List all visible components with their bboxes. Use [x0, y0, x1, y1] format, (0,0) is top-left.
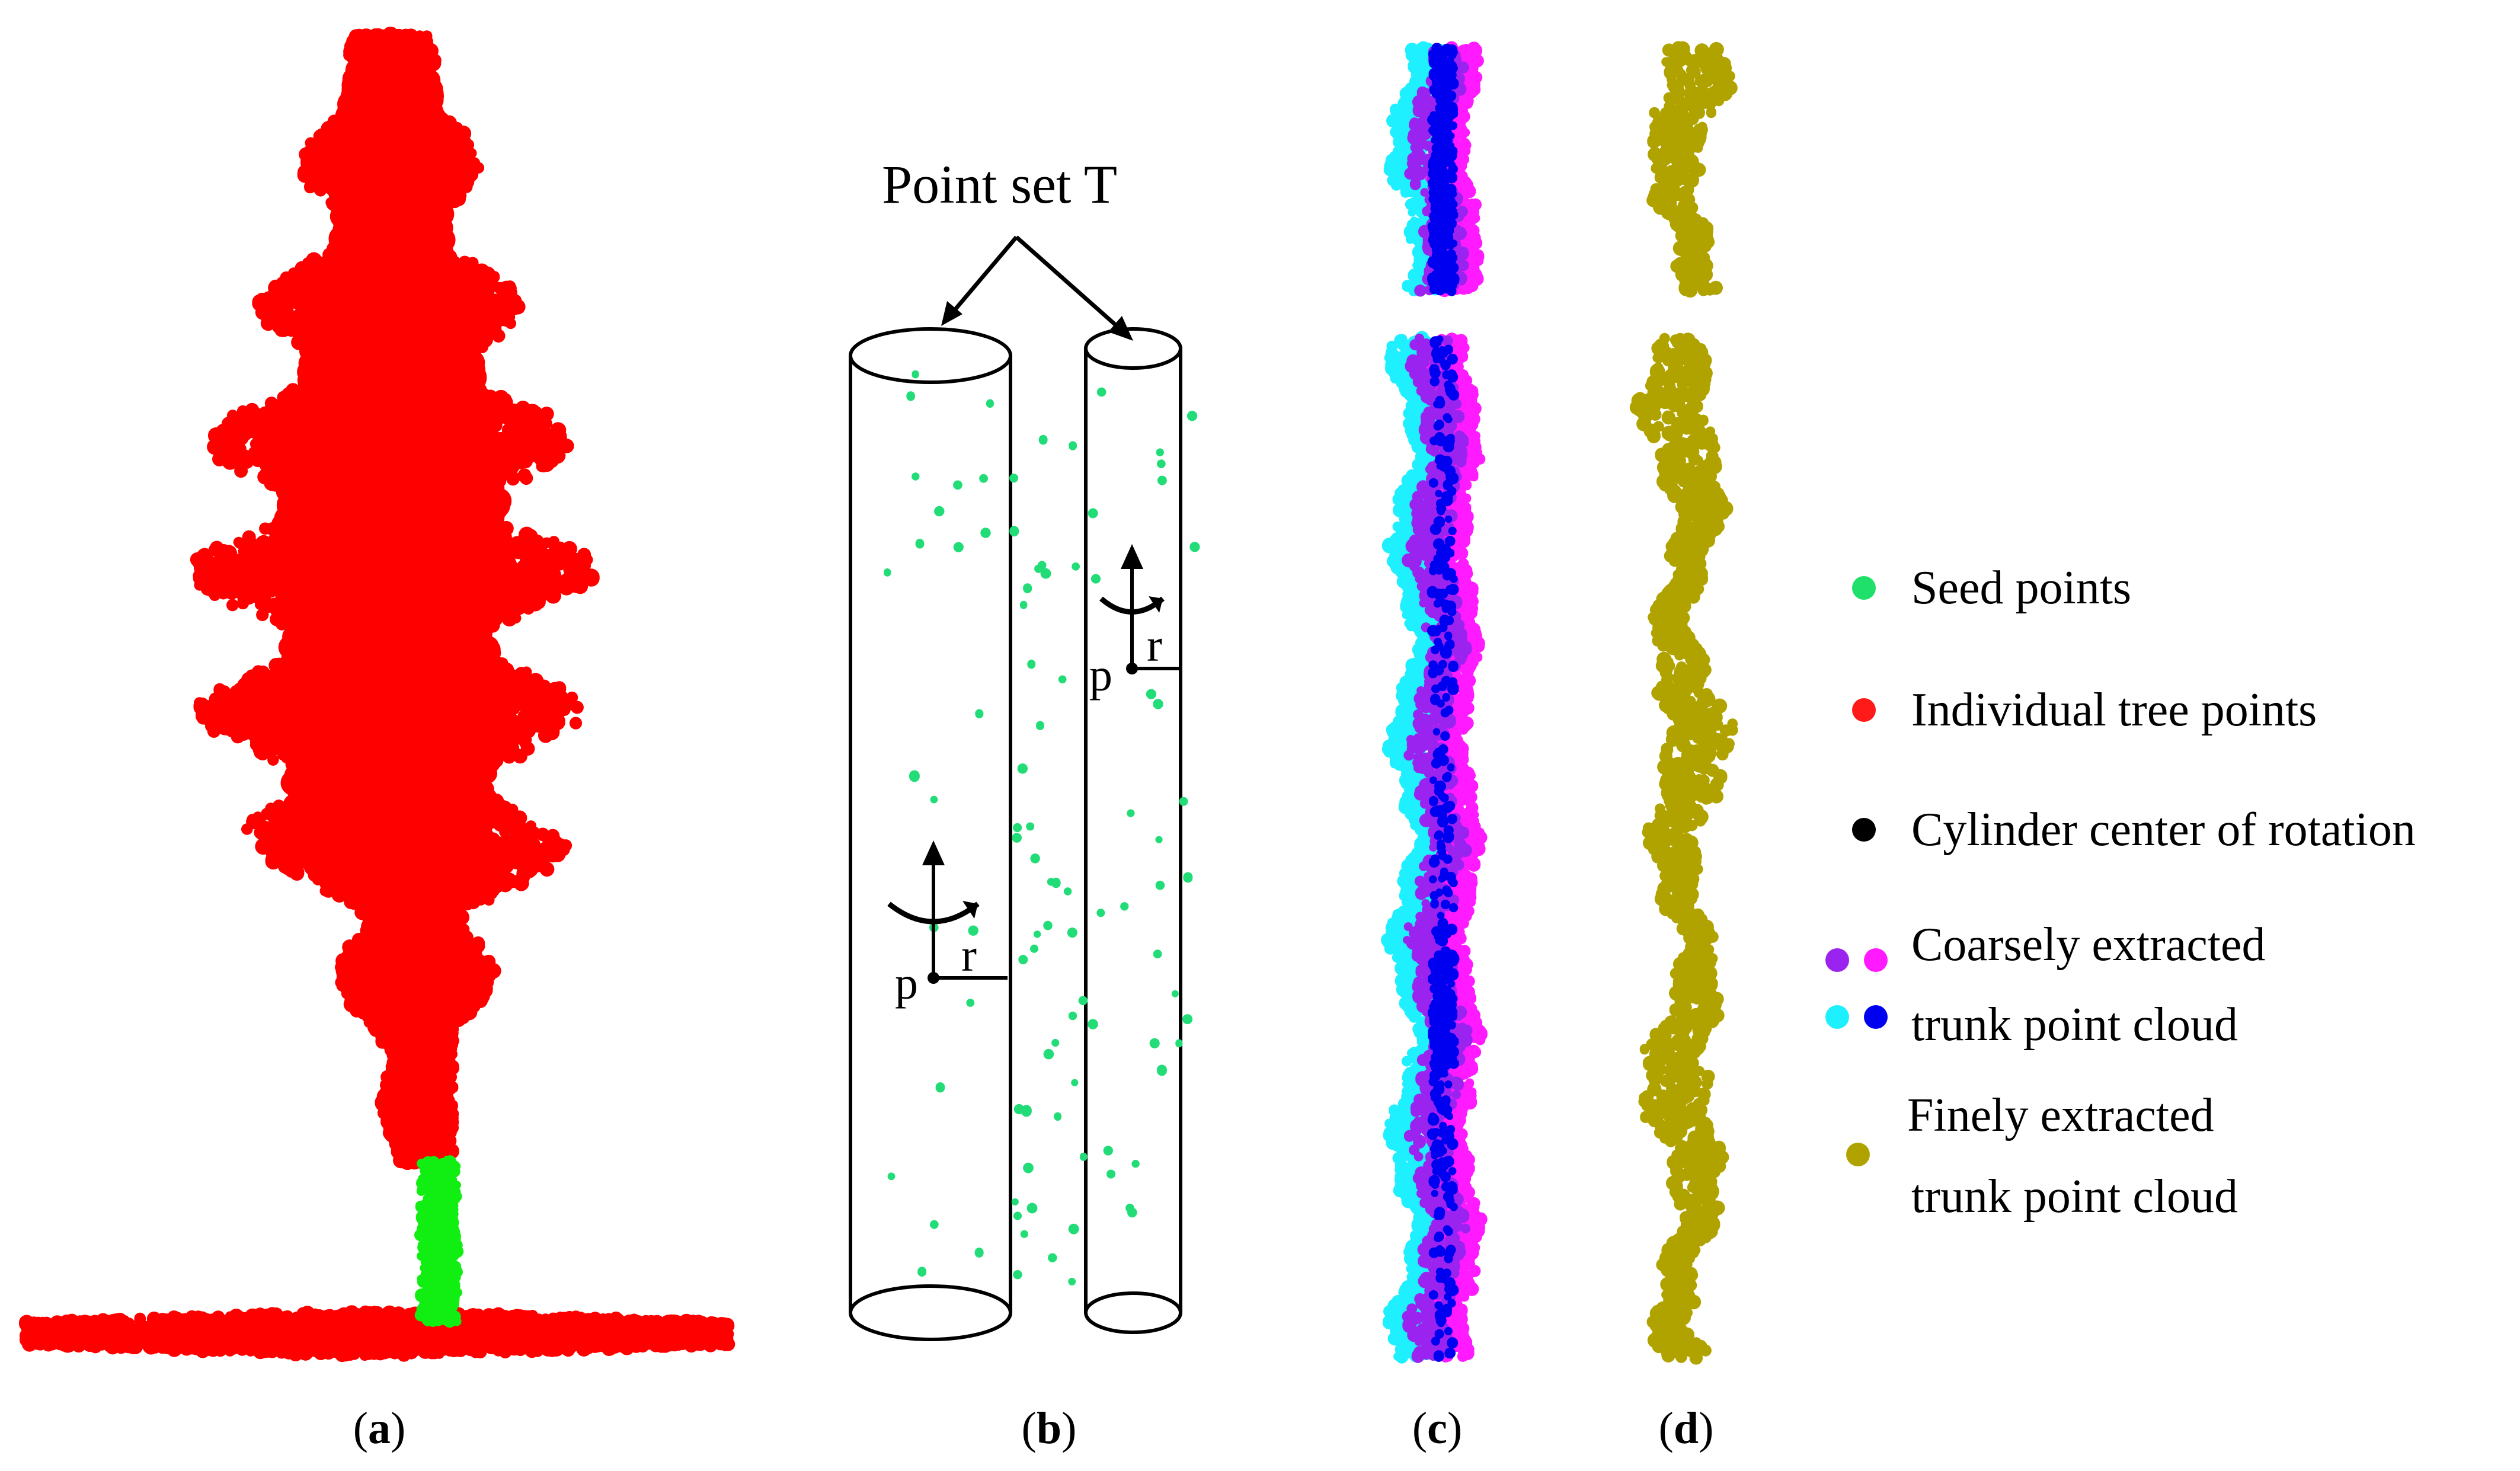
legend-item-coarse-trunk: Coarsely extracted trunk point cloud	[1825, 919, 2266, 1051]
panel-label-d: (d)	[1659, 1403, 1714, 1453]
legend-item-seed-points: Seed points	[1852, 562, 2131, 614]
rotation-symbol-left	[887, 840, 1008, 984]
legend-label-rotation-center: Cylinder center of rotation	[1911, 804, 2416, 856]
r-label-left: r	[961, 929, 977, 981]
point-set-label: Point set T	[882, 154, 1117, 215]
legend-item-tree-points: Individual tree points	[1852, 684, 2317, 736]
legend-label-fine-line2: trunk point cloud	[1911, 1171, 2238, 1223]
panel-label-a: (a)	[353, 1403, 406, 1453]
point-cluster	[414, 1155, 464, 1328]
seed-points-scatter	[884, 370, 1200, 1285]
legend-marker-coarse-magenta	[1864, 948, 1888, 972]
legend: Seed points Individual tree points Cylin…	[1825, 562, 2416, 1223]
p-label-right: p	[1089, 649, 1112, 701]
panel-d-fine-trunk	[1629, 41, 1738, 1365]
point-cluster	[267, 57, 515, 884]
rotation-symbol-right	[1099, 544, 1181, 674]
legend-item-fine-trunk: Finely extracted trunk point cloud	[1846, 1089, 2238, 1223]
legend-marker-rotation-center	[1852, 818, 1876, 842]
panel-label-b: (b)	[1022, 1403, 1077, 1453]
legend-marker-tree	[1852, 698, 1876, 722]
legend-label-seed: Seed points	[1911, 562, 2131, 614]
cylinder-right	[1084, 327, 1182, 1334]
point-cluster	[1629, 41, 1738, 1365]
point-cluster	[1427, 43, 1460, 1362]
legend-label-tree: Individual tree points	[1911, 684, 2317, 736]
panel-c-coarse-trunk	[1381, 41, 1488, 1364]
seed-point-cloud	[414, 1155, 464, 1328]
legend-label-fine-line1: Finely extracted	[1907, 1089, 2214, 1141]
panel-a-tree-point-cloud	[19, 26, 735, 1363]
point-cluster	[884, 370, 1200, 1285]
legend-item-rotation-center: Cylinder center of rotation	[1852, 804, 2416, 856]
point-set-arrows	[949, 235, 1122, 331]
legend-marker-seed	[1852, 576, 1876, 600]
legend-label-coarse-line2: trunk point cloud	[1911, 999, 2238, 1051]
legend-label-coarse-line1: Coarsely extracted	[1911, 919, 2266, 971]
legend-marker-coarse-blue	[1864, 1005, 1888, 1029]
arrowhead-left	[941, 301, 962, 326]
r-label-right: r	[1147, 619, 1162, 671]
legend-marker-fine	[1846, 1143, 1870, 1166]
panel-b-cylinder-diagram: Point set T	[849, 154, 1200, 1341]
point-cluster	[19, 1305, 735, 1363]
panel-label-c: (c)	[1412, 1403, 1462, 1453]
legend-marker-coarse-cyan	[1825, 1005, 1849, 1029]
tree-point-cloud	[19, 26, 735, 1363]
cylinder-left	[849, 327, 1012, 1341]
point-cluster	[411, 1003, 459, 1168]
p-label-left: p	[895, 957, 918, 1009]
legend-marker-coarse-purple	[1825, 948, 1849, 972]
